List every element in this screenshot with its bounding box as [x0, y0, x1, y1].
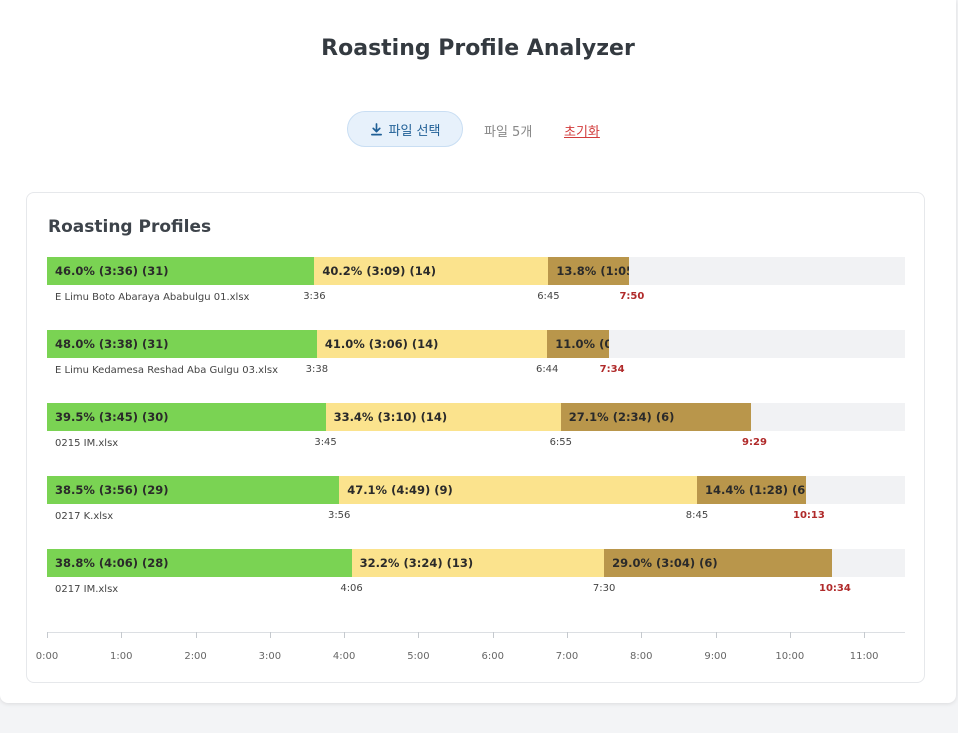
- segment-development: 29.0% (3:04) (6): [604, 549, 832, 577]
- x-axis-tick: [715, 632, 717, 638]
- page-title: Roasting Profile Analyzer: [321, 36, 635, 61]
- segment-maillard: 33.4% (3:10) (14): [325, 403, 561, 431]
- phase-time-label: 8:45: [685, 510, 709, 521]
- segment-maillard: 41.0% (3:06) (14): [316, 330, 548, 358]
- phase-time-label: 4:06: [340, 583, 363, 594]
- segment-dry: 48.0% (3:38) (31): [47, 330, 317, 358]
- end-time-label: 7:50: [619, 291, 645, 302]
- x-axis-tick: [195, 632, 197, 638]
- x-axis-tick-label: 11:00: [849, 651, 879, 662]
- end-time-label: 10:13: [793, 510, 825, 521]
- x-axis-tick-label: 6:00: [481, 651, 504, 662]
- file-name: 0217 K.xlsx: [55, 511, 114, 522]
- x-axis-tick: [864, 632, 866, 638]
- x-axis-tick-label: 7:00: [555, 651, 579, 662]
- phase-time-label: 3:36: [303, 291, 326, 302]
- segment-dry: 46.0% (3:36) (31): [47, 257, 315, 285]
- file-name: E Limu Kedamesa Reshad Aba Gulgu 03.xlsx: [55, 365, 279, 376]
- reset-link[interactable]: 초기화: [564, 125, 600, 140]
- x-axis-tick-label: 1:00: [110, 651, 133, 662]
- x-axis-tick-label: 8:00: [630, 651, 653, 662]
- segment-dry: 39.5% (3:45) (30): [47, 403, 326, 431]
- phase-time-label: 6:45: [537, 291, 560, 302]
- x-axis-tick: [567, 632, 568, 638]
- profile-row: 48.0% (3:38) (31) 41.0% (3:06) (14) 11.0% …: [27, 330, 926, 380]
- x-axis-tick-label: 9:00: [704, 651, 727, 662]
- file-name: 0217 IM.xlsx: [55, 584, 119, 595]
- x-axis-tick: [121, 632, 123, 638]
- x-axis-tick: [492, 632, 494, 638]
- file-name: 0215 IM.xlsx: [55, 438, 119, 449]
- phase-time-label: 7:30: [592, 583, 616, 594]
- phase-time-label: 6:44: [535, 364, 559, 375]
- segment-development: 14.4% (1:28) (6): [697, 476, 806, 504]
- x-axis-tick: [47, 632, 48, 638]
- x-axis-tick-label: 2:00: [184, 651, 207, 662]
- phase-time-label: 3:56: [327, 510, 351, 521]
- segment-development: 11.0% (0:: [547, 330, 610, 358]
- file-count: 파일 5개: [484, 125, 533, 140]
- phase-time-label: 6:55: [549, 437, 573, 448]
- profile-row: 38.5% (3:56) (29) 47.1% (4:49) (9) 14.4% (…: [27, 476, 926, 526]
- x-axis-tick-label: 10:00: [775, 651, 805, 662]
- end-time-label: 7:34: [599, 364, 625, 375]
- segment-development: 13.8% (1:05): [548, 257, 629, 285]
- x-axis-tick-label: 0:00: [35, 651, 59, 662]
- x-axis-tick-label: 3:00: [258, 651, 282, 662]
- download-icon: [370, 122, 382, 135]
- x-axis-tick: [418, 632, 420, 638]
- x-axis-tick: [344, 632, 346, 638]
- x-axis-line: [47, 632, 905, 633]
- x-axis-tick-label: 5:00: [407, 651, 430, 662]
- profile-row: 46.0% (3:36) (31) 40.2% (3:09) (14) 13.8% …: [27, 257, 926, 307]
- end-time-label: 9:29: [742, 437, 767, 448]
- profile-row: 38.8% (4:06) (28) 32.2% (3:24) (13) 29.0% …: [27, 549, 926, 599]
- segment-dry: 38.8% (4:06) (28): [47, 549, 352, 577]
- x-axis-tick: [269, 632, 271, 638]
- file-select-label: 파일 선택: [388, 123, 441, 139]
- segment-maillard: 32.2% (3:24) (13): [351, 549, 605, 577]
- x-axis-tick: [789, 632, 791, 638]
- segment-maillard: 47.1% (4:49) (9): [339, 476, 697, 504]
- segment-development: 27.1% (2:34) (6): [560, 403, 752, 431]
- app-window: Roasting Profile Analyzer 파일 선택 파일 5개 초기…: [0, 0, 956, 703]
- x-axis-tick: [641, 632, 643, 638]
- profile-row: 39.5% (3:45) (30) 33.4% (3:10) (14) 27.1% …: [27, 403, 926, 453]
- file-select-button[interactable]: 파일 선택: [347, 111, 463, 147]
- phase-time-label: 3:45: [314, 437, 337, 448]
- panel-title: Roasting Profiles: [48, 217, 212, 237]
- end-time-label: 10:34: [819, 583, 851, 594]
- segment-maillard: 40.2% (3:09) (14): [314, 257, 549, 285]
- profiles-panel: Roasting Profiles 46.0% (3:36) (31) 40.2%…: [26, 192, 925, 683]
- x-axis-tick-label: 4:00: [332, 651, 356, 662]
- segment-dry: 38.5% (3:56) (29): [47, 476, 340, 504]
- file-name: E Limu Boto Abaraya Ababulgu 01.xlsx: [55, 292, 250, 303]
- phase-time-label: 3:38: [305, 364, 329, 375]
